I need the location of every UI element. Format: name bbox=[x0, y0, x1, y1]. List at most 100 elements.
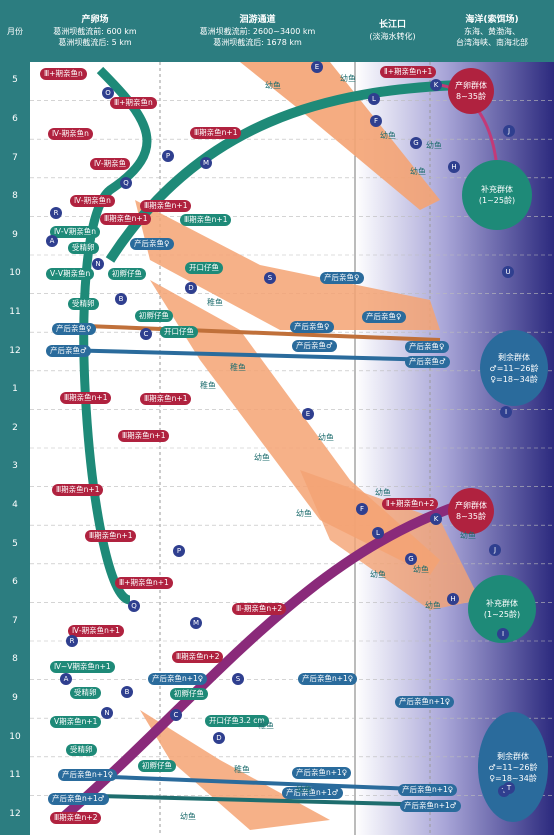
month-label: 1 bbox=[12, 384, 18, 395]
remaining-group-1: 剩余群体 ♂=11~26龄 ♀=18~34龄 bbox=[480, 330, 548, 406]
month-label: 9 bbox=[12, 229, 18, 240]
stage-label: Ⅲ期亲鱼n+1 bbox=[140, 393, 192, 405]
life-stage-text: 幼鱼 bbox=[460, 531, 476, 540]
location-marker: C bbox=[140, 328, 152, 340]
stage-label: 受精卵 bbox=[68, 242, 99, 254]
stage-label: 产后亲鱼n+1♀ bbox=[292, 767, 352, 779]
stage-label: 产后亲鱼n+1♀ bbox=[298, 673, 358, 685]
stage-label: Ⅳ-期亲鱼n bbox=[48, 128, 93, 140]
stage-label: 产后亲鱼n+1♂ bbox=[282, 787, 343, 799]
month-column bbox=[0, 0, 30, 835]
location-marker: U bbox=[502, 266, 514, 278]
ocean-header: 海洋(索饵场) 东海、黄渤海、 台湾海峡、南海北部 bbox=[430, 0, 554, 62]
stage-label: 受精卵 bbox=[68, 298, 99, 310]
location-marker: I bbox=[500, 406, 512, 418]
location-marker: E bbox=[302, 408, 314, 420]
stage-label: Ⅲ-期亲鱼n+2 bbox=[232, 603, 287, 615]
life-stage-text: 幼鱼 bbox=[265, 81, 281, 90]
supplement-group-1: 补充群体 (1~25龄) bbox=[462, 160, 532, 230]
life-stage-text: 稚鱼 bbox=[234, 765, 250, 774]
location-marker: G bbox=[410, 137, 422, 149]
migration-header: 洄游通道 葛洲坝截流前: 2600~3400 km 葛洲坝截流后: 1678 k… bbox=[160, 0, 355, 62]
migration-band-teal-2 bbox=[79, 66, 152, 605]
location-marker: R bbox=[66, 635, 78, 647]
stage-label: Ⅲ+期亲鱼n bbox=[110, 97, 157, 109]
month-header: 月份 bbox=[0, 0, 30, 62]
stage-label: Ⅳ-期亲鱼n bbox=[70, 195, 115, 207]
life-stage-text: 幼鱼 bbox=[180, 812, 196, 821]
stage-label: Ⅲ+期亲鱼n bbox=[40, 68, 87, 80]
life-stage-text: 幼鱼 bbox=[254, 453, 270, 462]
stage-label: 产后亲鱼♂ bbox=[46, 345, 91, 357]
migration-band-purple bbox=[56, 500, 462, 824]
remaining-group-2: 剩余群体 ♂=11~26龄 ♀=18~34龄 bbox=[478, 712, 548, 822]
life-stage-text: 幼鱼 bbox=[375, 488, 391, 497]
life-stage-text: 幼鱼 bbox=[425, 601, 441, 610]
location-marker: T bbox=[503, 782, 515, 794]
month-label: 12 bbox=[9, 808, 21, 819]
stage-label: Ⅴ-Ⅴ期亲鱼n bbox=[46, 268, 95, 280]
juvenile-band-2 bbox=[135, 200, 440, 330]
stage-label: 开口仔鱼 bbox=[185, 262, 223, 274]
location-marker: B bbox=[121, 686, 133, 698]
month-label: 11 bbox=[9, 770, 21, 781]
stage-label: Ⅳ-期亲鱼 bbox=[90, 158, 131, 170]
stage-label: 初孵仔鱼 bbox=[138, 760, 176, 772]
stage-label: 产后亲鱼♀ bbox=[290, 321, 334, 333]
stage-label: 产后亲鱼♀ bbox=[362, 311, 406, 323]
location-marker: N bbox=[101, 707, 113, 719]
stage-label: Ⅲ期亲鱼n+1 bbox=[100, 213, 152, 225]
location-marker: I bbox=[497, 628, 509, 640]
stage-label: 产后亲鱼♂ bbox=[292, 340, 337, 352]
spawning-group-1: 产卵群体 8~35龄 bbox=[448, 68, 494, 114]
stage-label: 开口仔鱼 bbox=[160, 326, 198, 338]
stage-label: Ⅲ期亲鱼n+2 bbox=[50, 812, 102, 824]
month-label: 12 bbox=[9, 345, 21, 356]
month-label: 7 bbox=[12, 615, 18, 626]
stage-label: 受精卵 bbox=[66, 744, 97, 756]
spawning-group-2: 产卵群体 8~35龄 bbox=[448, 488, 494, 534]
stage-label: Ⅲ期亲鱼n+1 bbox=[60, 392, 112, 404]
stage-label: 产后亲鱼n+1♂ bbox=[48, 793, 109, 805]
month-label: 7 bbox=[12, 152, 18, 163]
life-stage-text: 稚鱼 bbox=[258, 721, 274, 730]
location-marker: S bbox=[264, 272, 276, 284]
month-label: 6 bbox=[12, 113, 18, 124]
stage-label: 受精卵 bbox=[70, 687, 101, 699]
life-stage-text: 稚鱼 bbox=[200, 381, 216, 390]
stage-label: Ⅱ+期亲鱼n+1 bbox=[380, 66, 437, 78]
stage-label: 产后亲鱼n+1♂ bbox=[400, 800, 461, 812]
stage-label: Ⅲ期亲鱼n+1 bbox=[118, 430, 170, 442]
stage-label: 产后亲鱼n+1♀ bbox=[395, 696, 455, 708]
stage-label: Ⅲ+期亲鱼n+1 bbox=[115, 577, 173, 589]
location-marker: L bbox=[368, 93, 380, 105]
stage-label: Ⅲ期亲鱼n+1 bbox=[190, 127, 242, 139]
stage-label: Ⅳ-Ⅴ期亲鱼n bbox=[50, 226, 101, 238]
location-marker: A bbox=[46, 235, 58, 247]
stage-label: 产后亲鱼n+1♀ bbox=[58, 769, 118, 781]
post-spawn-male-path-2 bbox=[59, 793, 441, 807]
stage-label: 产后亲鱼n+1♀ bbox=[398, 784, 458, 796]
location-marker: Q bbox=[120, 177, 132, 189]
stage-label: 产后亲鱼n+1♀ bbox=[148, 673, 208, 685]
life-stage-text: 幼鱼 bbox=[340, 74, 356, 83]
location-marker: K bbox=[430, 79, 442, 91]
location-marker: E bbox=[311, 61, 323, 73]
location-marker: L bbox=[372, 527, 384, 539]
stage-label: 初孵仔鱼 bbox=[170, 688, 208, 700]
location-marker: C bbox=[170, 709, 182, 721]
life-stage-text: 稚鱼 bbox=[207, 298, 223, 307]
location-marker: M bbox=[190, 617, 202, 629]
location-marker: J bbox=[489, 544, 501, 556]
stage-label: 产后亲鱼♀ bbox=[320, 272, 364, 284]
life-stage-text: 幼鱼 bbox=[370, 570, 386, 579]
stage-label: Ⅳ~Ⅴ期亲鱼n+1 bbox=[50, 661, 115, 673]
life-stage-text: 幼鱼 bbox=[296, 785, 312, 794]
stage-label: Ⅲ期亲鱼n+1 bbox=[85, 530, 137, 542]
month-label: 11 bbox=[9, 306, 21, 317]
stage-label: Ⅲ期亲鱼n+1 bbox=[180, 214, 232, 226]
life-stage-text: 幼鱼 bbox=[318, 433, 334, 442]
life-stage-text: 稚鱼 bbox=[230, 363, 246, 372]
post-spawn-female-path bbox=[59, 323, 441, 342]
post-spawn-male-path bbox=[59, 348, 441, 362]
